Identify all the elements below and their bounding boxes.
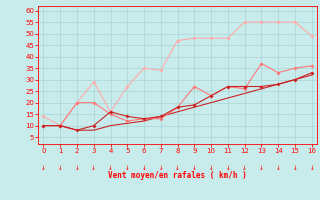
X-axis label: Vent moyen/en rafales ( km/h ): Vent moyen/en rafales ( km/h )	[108, 171, 247, 180]
Text: ↓: ↓	[226, 163, 230, 172]
Text: ↓: ↓	[192, 163, 197, 172]
Text: ↓: ↓	[41, 163, 46, 172]
Text: ↓: ↓	[242, 163, 247, 172]
Text: ↓: ↓	[58, 163, 62, 172]
Text: ↓: ↓	[259, 163, 264, 172]
Text: ↓: ↓	[75, 163, 79, 172]
Text: ↓: ↓	[108, 163, 113, 172]
Text: ↓: ↓	[209, 163, 213, 172]
Text: ↓: ↓	[125, 163, 130, 172]
Text: ↓: ↓	[309, 163, 314, 172]
Text: ↓: ↓	[175, 163, 180, 172]
Text: ↓: ↓	[158, 163, 163, 172]
Text: ↓: ↓	[293, 163, 297, 172]
Text: ↓: ↓	[142, 163, 146, 172]
Text: ↓: ↓	[276, 163, 281, 172]
Text: ↓: ↓	[92, 163, 96, 172]
